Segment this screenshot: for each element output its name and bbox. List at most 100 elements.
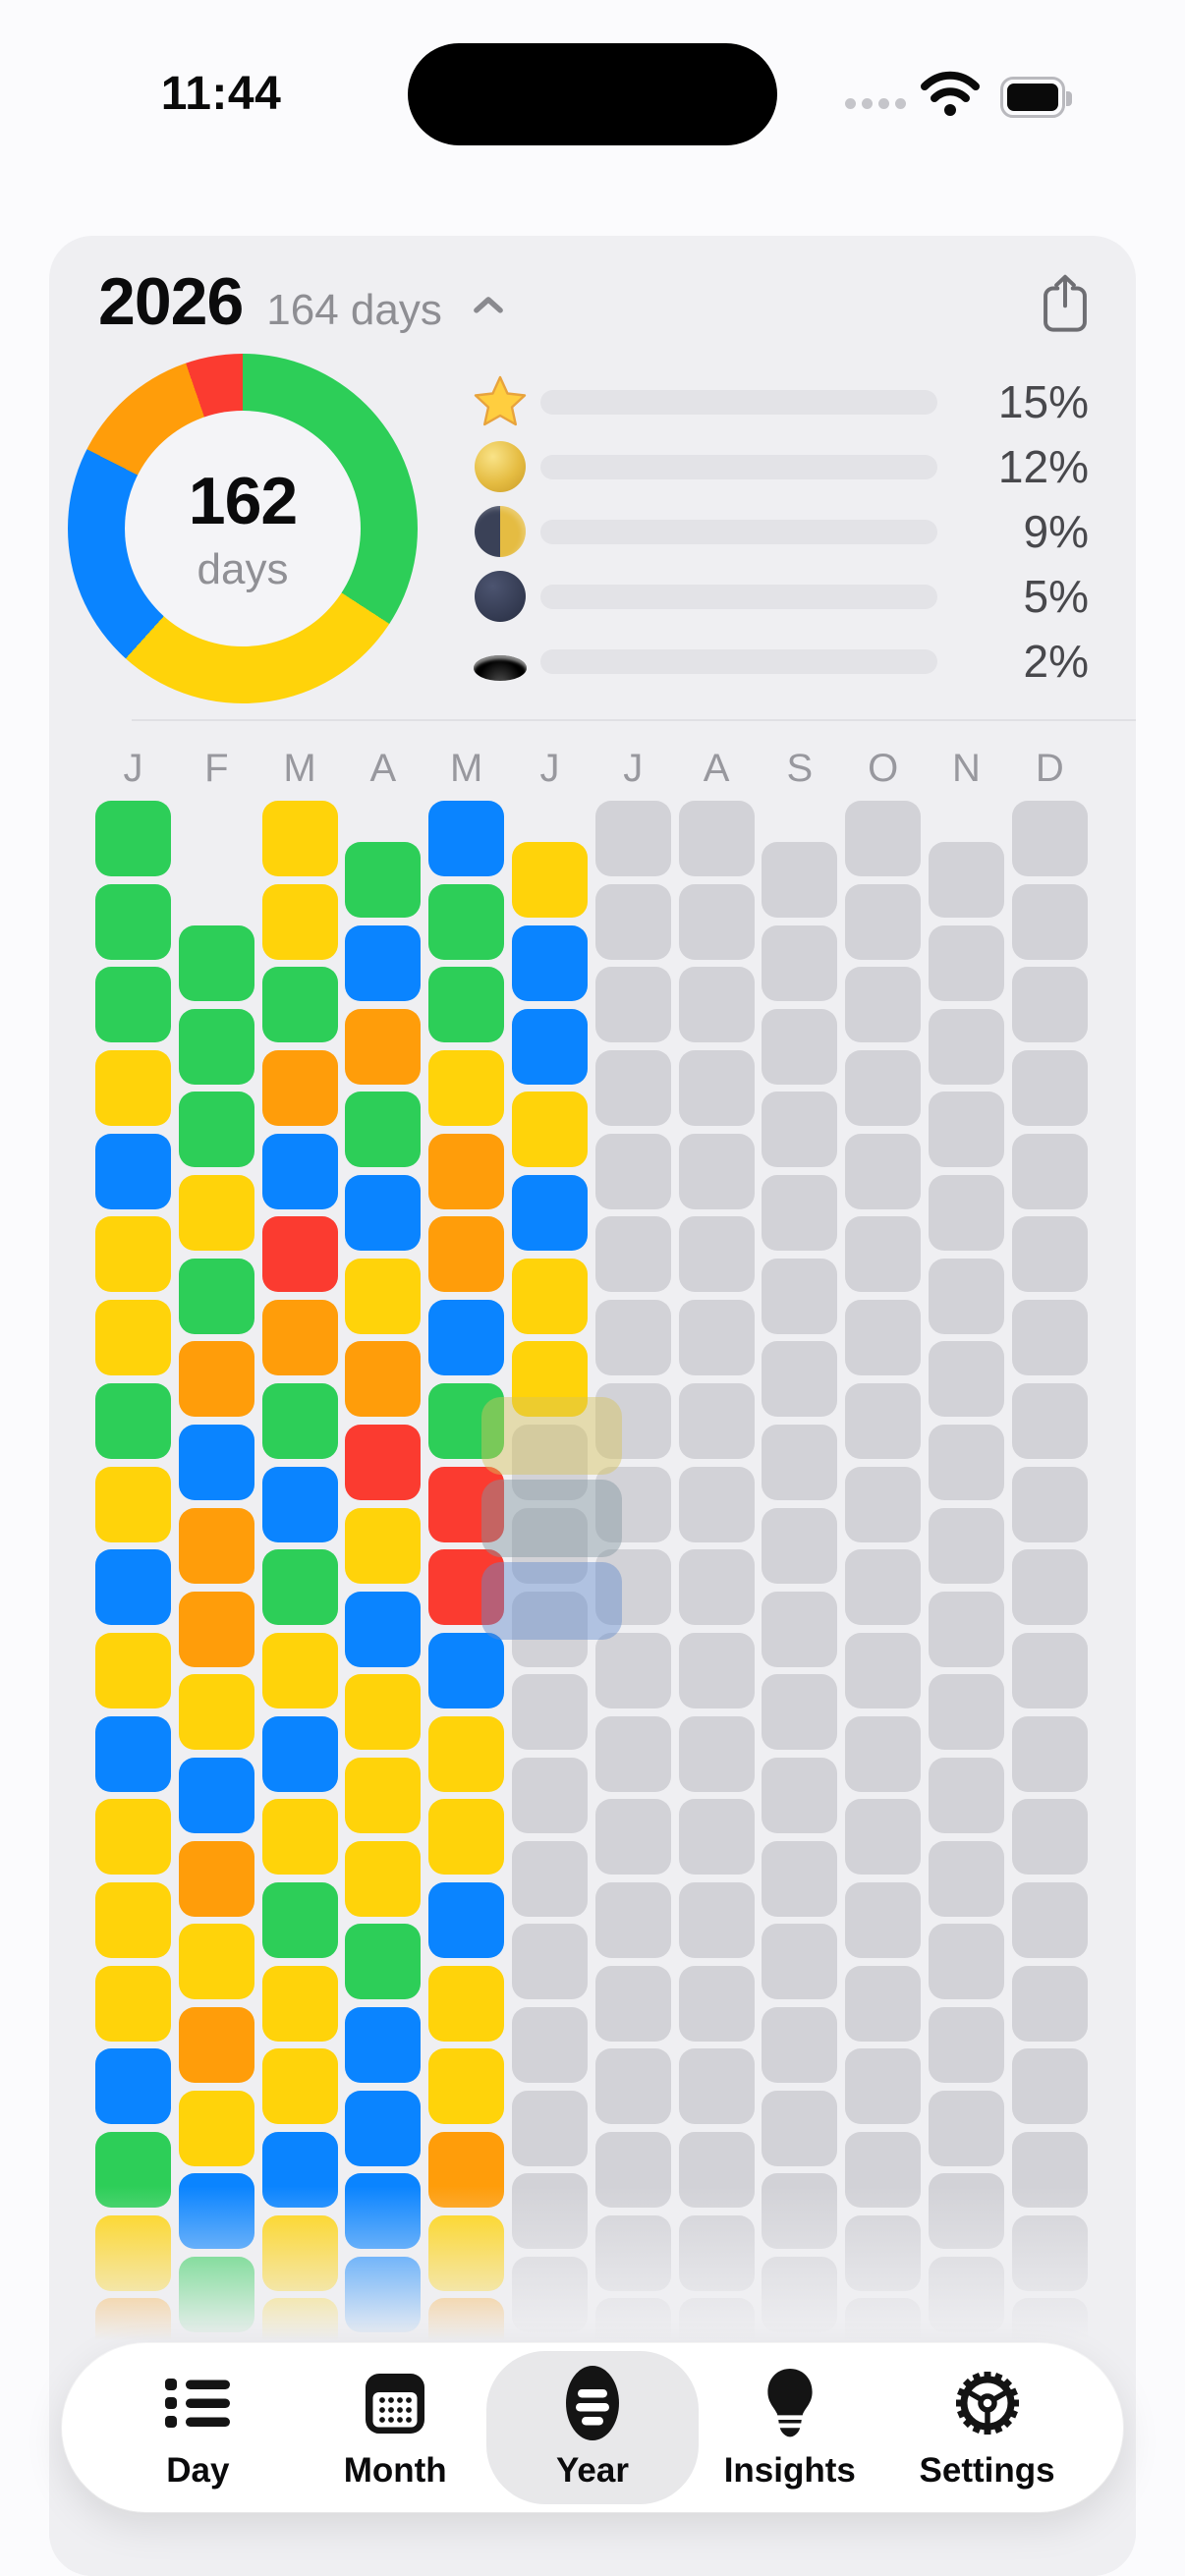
day-pixel-dec-7[interactable] [1011,1300,1088,1376]
day-pixel-mar-12[interactable] [261,1715,338,1792]
day-pixel-jan-13[interactable] [95,1799,171,1876]
day-pixel-feb-3[interactable] [178,1092,254,1168]
day-pixel-may-9[interactable] [428,1466,505,1542]
day-pixel-may-5[interactable] [428,1133,505,1209]
day-pixel-jul-22[interactable] [594,2548,671,2576]
day-pixel-jan-5[interactable] [95,1133,171,1209]
day-pixel-oct-7[interactable] [845,1300,922,1376]
day-pixel-feb-6[interactable] [178,1341,254,1418]
day-pixel-aug-16[interactable] [678,2048,755,2125]
day-pixel-feb-14[interactable] [178,2006,254,2083]
day-pixel-jun-7[interactable] [511,1341,588,1418]
day-pixel-nov-6[interactable] [928,1258,1004,1334]
day-pixel-oct-5[interactable] [845,1133,922,1209]
day-pixel-sep-7[interactable] [762,1341,838,1418]
day-pixel-apr-2[interactable] [345,925,422,1002]
day-pixel-oct-9[interactable] [845,1466,922,1542]
day-pixel-jul-5[interactable] [594,1133,671,1209]
day-pixel-aug-15[interactable] [678,1965,755,2042]
day-pixel-mar-1[interactable] [261,801,338,876]
day-pixel-mar-14[interactable] [261,1881,338,1958]
day-pixel-mar-11[interactable] [261,1632,338,1708]
day-pixel-oct-12[interactable] [845,1715,922,1792]
day-pixel-nov-12[interactable] [928,1757,1004,1833]
day-pixel-dec-11[interactable] [1011,1632,1088,1708]
day-pixel-jan-9[interactable] [95,1466,171,1542]
day-pixel-jan-4[interactable] [95,1050,171,1127]
day-pixel-apr-10[interactable] [345,1591,422,1667]
day-pixel-mar-13[interactable] [261,1799,338,1876]
day-pixel-may-13[interactable] [428,1799,505,1876]
day-pixel-may-14[interactable] [428,1881,505,1958]
day-pixel-oct-1[interactable] [845,801,922,876]
day-pixel-apr-9[interactable] [345,1507,422,1584]
chevron-up-icon[interactable] [472,295,505,321]
day-pixel-apr-12[interactable] [345,1757,422,1833]
day-pixel-apr-5[interactable] [345,1175,422,1252]
day-pixel-mar-3[interactable] [261,967,338,1043]
day-pixel-jun-18[interactable] [511,2257,588,2333]
day-pixel-mar-2[interactable] [261,883,338,960]
day-pixel-oct-18[interactable] [845,2214,922,2291]
day-pixel-dec-6[interactable] [1011,1216,1088,1293]
day-pixel-sep-6[interactable] [762,1258,838,1334]
day-pixel-jun-1[interactable] [511,842,588,919]
day-pixel-nov-15[interactable] [928,2006,1004,2083]
day-pixel-may-11[interactable] [428,1632,505,1708]
day-pixel-dec-2[interactable] [1011,883,1088,960]
day-pixel-jul-1[interactable] [594,801,671,876]
day-pixel-jul-7[interactable] [594,1300,671,1376]
day-pixel-aug-17[interactable] [678,2132,755,2208]
day-pixel-jun-15[interactable] [511,2006,588,2083]
day-pixel-nov-1[interactable] [928,842,1004,919]
day-pixel-dec-16[interactable] [1011,2048,1088,2125]
day-pixel-sep-8[interactable] [762,1425,838,1501]
day-pixel-aug-14[interactable] [678,1881,755,1958]
day-pixel-oct-16[interactable] [845,2048,922,2125]
day-pixel-may-7[interactable] [428,1300,505,1376]
day-pixel-jun-9[interactable] [511,1507,588,1584]
day-pixel-nov-5[interactable] [928,1175,1004,1252]
day-pixel-aug-7[interactable] [678,1300,755,1376]
day-pixel-apr-8[interactable] [345,1425,422,1501]
day-pixel-sep-2[interactable] [762,925,838,1002]
day-pixel-sep-10[interactable] [762,1591,838,1667]
day-pixel-sep-14[interactable] [762,1924,838,2000]
day-pixel-jun-12[interactable] [511,1757,588,1833]
day-pixel-oct-13[interactable] [845,1799,922,1876]
day-pixel-sep-12[interactable] [762,1757,838,1833]
day-pixel-apr-6[interactable] [345,1258,422,1334]
day-pixel-nov-18[interactable] [928,2257,1004,2333]
day-pixel-feb-8[interactable] [178,1507,254,1584]
day-pixel-feb-15[interactable] [178,2090,254,2166]
day-pixel-mar-8[interactable] [261,1382,338,1459]
day-pixel-jun-8[interactable] [511,1425,588,1501]
day-pixel-dec-8[interactable] [1011,1382,1088,1459]
day-pixel-jan-2[interactable] [95,883,171,960]
day-pixel-feb-13[interactable] [178,1924,254,2000]
day-pixel-sep-13[interactable] [762,1840,838,1917]
day-pixel-dec-17[interactable] [1011,2132,1088,2208]
day-pixel-nov-8[interactable] [928,1425,1004,1501]
day-pixel-mar-18[interactable] [261,2214,338,2291]
day-pixel-jun-6[interactable] [511,1258,588,1334]
tab-insights[interactable]: Insights [691,2353,888,2502]
day-pixel-feb-16[interactable] [178,2173,254,2250]
day-pixel-aug-22[interactable] [678,2548,755,2576]
day-pixel-jan-3[interactable] [95,967,171,1043]
day-pixel-jul-16[interactable] [594,2048,671,2125]
share-button[interactable] [1038,271,1093,338]
day-pixel-mar-17[interactable] [261,2132,338,2208]
day-pixel-apr-11[interactable] [345,1674,422,1751]
day-pixel-mar-16[interactable] [261,2048,338,2125]
day-pixel-feb-20[interactable] [178,2506,254,2576]
day-pixel-mar-6[interactable] [261,1216,338,1293]
day-pixel-mar-5[interactable] [261,1133,338,1209]
day-pixel-jan-7[interactable] [95,1300,171,1376]
day-pixel-nov-3[interactable] [928,1008,1004,1085]
day-pixel-jan-22[interactable] [95,2548,171,2576]
tab-settings[interactable]: Settings [888,2353,1086,2502]
day-pixel-jan-18[interactable] [95,2214,171,2291]
day-pixel-apr-13[interactable] [345,1840,422,1917]
day-pixel-nov-17[interactable] [928,2173,1004,2250]
